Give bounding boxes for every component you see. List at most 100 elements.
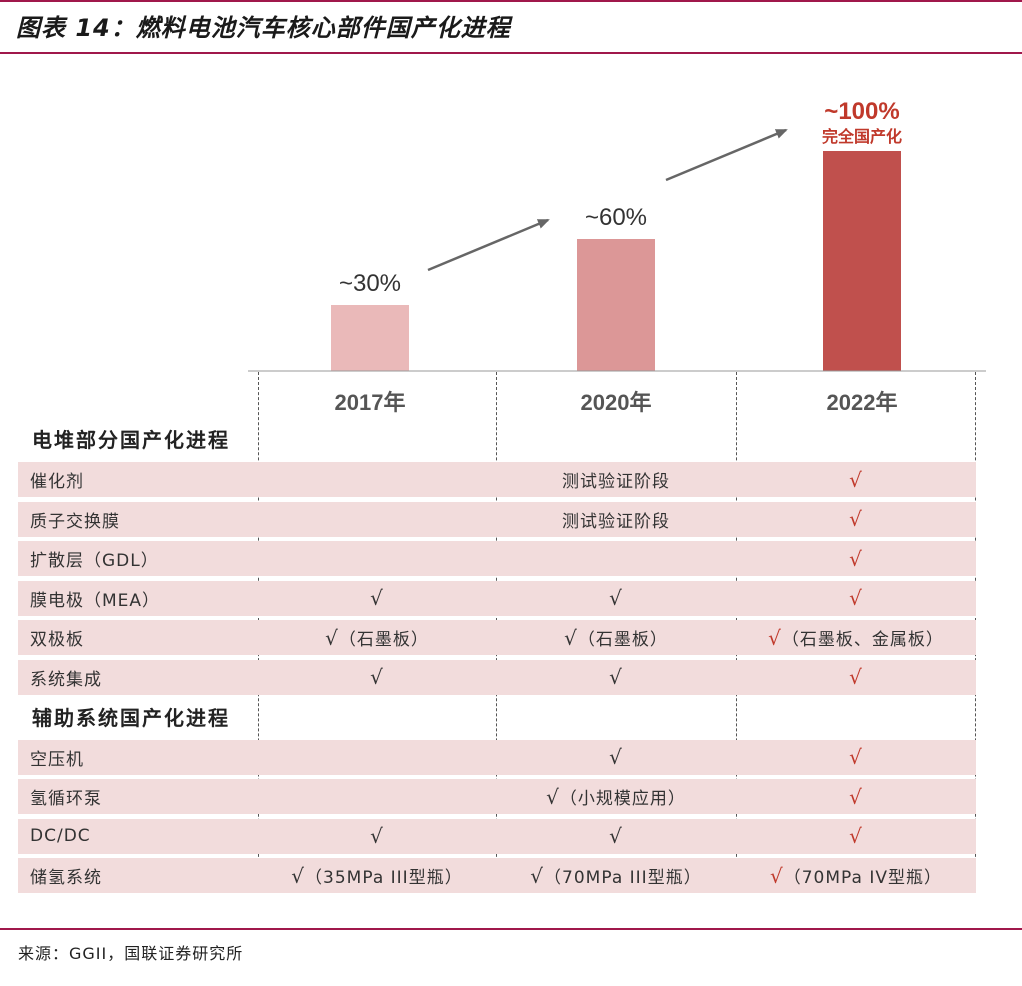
check-mark-icon: √ [609,586,623,611]
data-label-2020: ~60% [585,204,647,231]
cell-2017 [258,502,496,537]
cell-note: （石墨板） [577,630,668,651]
cell-note: （35MPa III型瓶） [305,868,463,889]
table-row: 质子交换膜 测试验证阶段 √ [18,501,976,537]
table-row: 扩散层（GDL） √ [18,541,976,577]
cell-note: （石墨板） [338,630,429,651]
row-name: 扩散层（GDL） [30,551,159,572]
check-mark-icon: √ [370,665,384,690]
check-mark-icon: √ [325,625,339,650]
table-row: 催化剂 测试验证阶段 √ [18,462,976,497]
row-name: 催化剂 [30,472,84,492]
check-mark-icon: √ [849,745,863,770]
cell-2020 [496,541,736,576]
bar-2022 [823,151,901,371]
table-row: 空压机 √ √ [18,739,976,775]
cell-2020: √ （70MPa III型瓶） [496,858,736,893]
cell-2022: √ [736,581,976,616]
check-mark-icon: √ [849,824,863,849]
cell-2022: √ （70MPa IV型瓶） [736,858,976,893]
cell-2022: √ （石墨板、金属板） [736,620,976,655]
cell-2022: √ [736,660,976,695]
cell-2022: √ [736,541,976,576]
cell-2017: √ [258,581,496,616]
check-mark-icon: √ [849,586,863,611]
section-title: 电堆部分国产化进程 [32,428,230,452]
cell-2017: √ [258,819,496,854]
source-note: 来源：GGII，国联证券研究所 [18,944,244,963]
cell-2022: √ [736,462,976,497]
final-note: 完全国产化 [822,127,902,146]
check-mark-icon: √ [609,824,623,849]
table-row: 氢循环泵 √ （小规模应用） √ [18,779,976,815]
cell-note: （石墨板、金属板） [781,630,944,651]
localization-table: 电堆部分国产化进程 催化剂 测试验证阶段 √ 质子交换膜 测试验证阶段 √ 扩散层（GDL） √… [18,422,976,898]
tick-label-2022: 2022年 [827,390,898,415]
bar-2017 [331,305,409,371]
tick-label-2017: 2017年 [335,390,406,415]
cell-2017 [258,740,496,775]
check-mark-icon: √ [849,507,863,532]
bar-2020 [577,239,655,371]
check-mark-icon: √ [768,625,782,650]
table-row: 双极板 √ （石墨板） √ （石墨板） √ （石墨板、金属板） [18,620,976,656]
row-name: 双极板 [30,630,84,651]
trend-arrow-1 [427,218,550,272]
year-labels: 2017年 2020年 2022年 [335,390,898,415]
data-label-2017: ~30% [339,270,401,297]
cell-note: （70MPa IV型瓶） [783,868,942,889]
check-mark-icon: √ [546,784,560,809]
data-label-2022: ~100% [824,98,899,125]
cell-2017: √ [258,660,496,695]
cell-2020: √ [496,581,736,616]
cell-2022: √ [736,779,976,814]
cell-2022: √ [736,502,976,537]
cell-2017: √ （35MPa III型瓶） [258,858,496,893]
check-mark-icon: √ [849,467,863,492]
check-mark-icon: √ [609,665,623,690]
cell-2022: √ [736,740,976,775]
cell-note: （小规模应用） [559,789,686,810]
check-mark-icon: √ [530,863,545,888]
cell-2017 [258,462,496,497]
cell-2022: √ [736,819,976,854]
row-name: 储氢系统 [30,868,102,889]
check-mark-icon: √ [849,784,863,809]
section-title: 辅助系统国产化进程 [32,705,230,730]
check-mark-icon: √ [609,745,623,770]
cell-2020: √ （石墨板） [496,620,736,655]
check-mark-icon: √ [769,863,784,888]
cell-2020: 测试验证阶段 [562,511,670,532]
bottom-rule [0,928,1022,930]
row-name: 膜电极（MEA） [30,590,161,611]
cell-2017 [258,541,496,576]
table-row: 膜电极（MEA） √ √ √ [18,580,976,616]
check-mark-icon: √ [849,665,863,690]
check-mark-icon: √ [291,863,306,888]
figure-title: 图表 14：燃料电池汽车核心部件国产化进程 [16,14,511,42]
cell-2020: √ [496,660,736,695]
row-name: 氢循环泵 [30,789,102,810]
check-mark-icon: √ [370,824,384,849]
cell-2020: √ （小规模应用） [496,779,736,814]
table-row: 系统集成 √ √ √ [18,659,976,695]
bar-chart: ~30% ~60% ~100% 完全国产化 [248,98,986,372]
check-mark-icon: √ [564,625,578,650]
cell-note: （70MPa III型瓶） [544,868,702,889]
tick-label-2020: 2020年 [581,390,652,415]
table-row: 储氢系统 √ （35MPa III型瓶） √ （70MPa III型瓶） √ （70MPa … [18,858,976,894]
cell-2020: √ [496,819,736,854]
top-rule [0,0,1022,2]
check-mark-icon: √ [370,586,384,611]
trend-arrow-2 [665,128,788,182]
cell-2017: √ （石墨板） [258,620,496,655]
cell-2020: 测试验证阶段 [562,472,670,492]
table-row: DC/DC √ √ √ [18,818,976,854]
row-name: 质子交换膜 [30,511,120,532]
check-mark-icon: √ [849,546,863,571]
row-name: 系统集成 [30,669,102,690]
cell-2017 [258,779,496,814]
row-name: 空压机 [30,749,84,770]
title-rule [0,52,1022,54]
cell-2020: √ [496,740,736,775]
